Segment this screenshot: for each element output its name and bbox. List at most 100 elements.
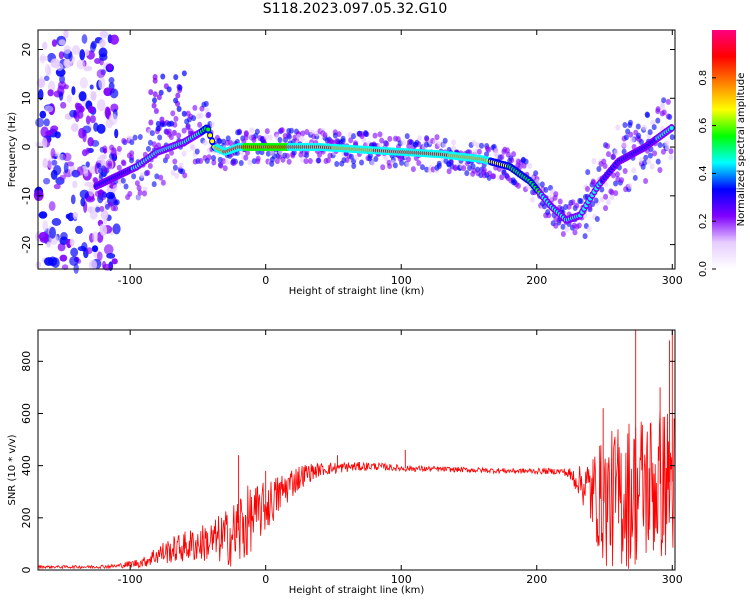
spectrogram-cell	[197, 121, 203, 128]
spectrogram-cell	[499, 174, 505, 181]
spectrogram-cell	[54, 131, 61, 139]
spectrogram-cell	[632, 174, 638, 181]
spectrogram-cell	[451, 145, 457, 152]
spectrogram-cell	[75, 225, 83, 235]
spectrogram-cell	[131, 173, 137, 180]
spectrogram-cell	[98, 77, 106, 90]
spectrogram-cell	[114, 128, 119, 139]
spectrogram-cell	[148, 119, 154, 126]
spectrogram-cell	[436, 163, 442, 170]
y-tick-label: 600	[20, 403, 33, 424]
spectrogram-cell	[160, 73, 166, 80]
spectrogram-cell	[112, 184, 118, 191]
spectrogram-cell	[585, 186, 591, 193]
spectrogram-cell	[574, 202, 580, 209]
spectrogram-cell	[286, 133, 292, 140]
spectrogram-cell	[64, 56, 70, 69]
spectrogram-cell	[582, 233, 588, 240]
spectrogram-cell	[181, 70, 187, 77]
spectrogram-cell	[172, 158, 178, 165]
spectrogram-cell	[181, 110, 187, 117]
spectrogram-cell	[304, 152, 310, 159]
spectrogram-cell	[177, 84, 183, 91]
spectrogram-cell	[92, 231, 99, 243]
spectrogram-cell	[209, 121, 215, 128]
spectrogram-cell	[39, 75, 44, 86]
spectrogram-cell	[332, 132, 338, 139]
spectrogram-cell	[63, 45, 72, 54]
spectrogram-cell	[643, 178, 649, 185]
spectrogram-cell	[609, 189, 615, 196]
spectrogram-cell	[170, 169, 176, 176]
spectrogram-cell	[661, 97, 667, 104]
x-tick-label: 300	[662, 573, 683, 586]
spectrogram-cell	[570, 199, 576, 206]
spectrogram-cell	[300, 130, 306, 137]
spectrogram-cell	[81, 34, 88, 44]
spectrogram-cell	[605, 143, 611, 150]
spectrogram-cell	[59, 254, 68, 262]
spectrogram-cell	[190, 144, 196, 151]
spectrogram-cell	[70, 123, 79, 132]
spectrogram-cell	[613, 180, 619, 187]
spectrogram-cell	[251, 158, 257, 165]
spectrogram-cell	[70, 247, 79, 257]
spectrogram-cell	[210, 139, 215, 144]
spectrogram-cell	[107, 63, 113, 71]
spectrogram-cell	[43, 118, 50, 127]
spectrogram-cell	[76, 59, 86, 70]
spectrogram-cell	[93, 122, 99, 132]
spectrogram-cell	[58, 91, 64, 101]
spectrogram-cell	[134, 180, 140, 187]
spectrogram-cell	[176, 132, 182, 139]
spectrogram-cell	[142, 190, 148, 197]
spectrogram-cell	[66, 161, 75, 167]
spectrogram-cell	[41, 137, 48, 149]
spectrogram-cell	[48, 201, 56, 211]
spectrogram-cell	[372, 132, 378, 139]
spectrogram-cell	[120, 159, 126, 166]
spectrogram-cell	[85, 161, 90, 168]
spectrogram-cell	[70, 194, 76, 205]
spectrogram-cell	[173, 97, 179, 104]
spectrogram-cell	[408, 139, 414, 146]
spectrogram-cell	[46, 241, 51, 248]
spectrogram-cell	[111, 258, 118, 265]
x-tick-label: 0	[262, 573, 269, 586]
spectrogram-cell	[194, 148, 200, 155]
spectrogram-cell	[560, 230, 566, 237]
spectrogram-cell	[621, 148, 627, 155]
spectrogram-cell	[243, 154, 249, 161]
spectrogram-cell	[129, 139, 135, 146]
spectrogram-cell	[51, 159, 58, 166]
spectrogram-cell	[103, 87, 113, 97]
spectrogram-cell	[137, 134, 143, 141]
spectrogram-cell	[103, 216, 108, 225]
spectrogram-cell	[643, 154, 649, 161]
spectrogram-cell	[92, 177, 98, 184]
spectrogram-cell	[627, 182, 633, 189]
spectrogram-cell	[325, 157, 331, 164]
spectrogram-cell	[635, 123, 641, 130]
spectrogram-cell	[78, 91, 87, 102]
spectrogram-cell	[471, 140, 477, 147]
spectrogram-cell	[380, 164, 386, 171]
spectrogram-cell	[66, 94, 72, 103]
snr-line	[38, 411, 675, 570]
spectrogram-cell	[89, 115, 96, 124]
spectrogram-cell	[348, 137, 354, 144]
spectrogram-cell	[317, 151, 323, 158]
spectrogram-cell	[86, 247, 93, 255]
spectrogram-cell	[475, 142, 481, 149]
spectrogram-cell	[166, 86, 172, 93]
spectrogram-cell	[51, 218, 62, 226]
spectrogram-cell	[622, 167, 628, 174]
spectrogram-cell	[655, 158, 661, 165]
spectrogram-cell	[652, 150, 658, 157]
spectrogram-cell	[136, 194, 142, 201]
spectrogram-cell	[527, 162, 533, 169]
spectrogram-cell	[114, 199, 120, 206]
spectrogram-cell	[79, 49, 86, 61]
spectrogram-cell	[647, 152, 653, 159]
spectrogram-cell	[642, 159, 648, 166]
